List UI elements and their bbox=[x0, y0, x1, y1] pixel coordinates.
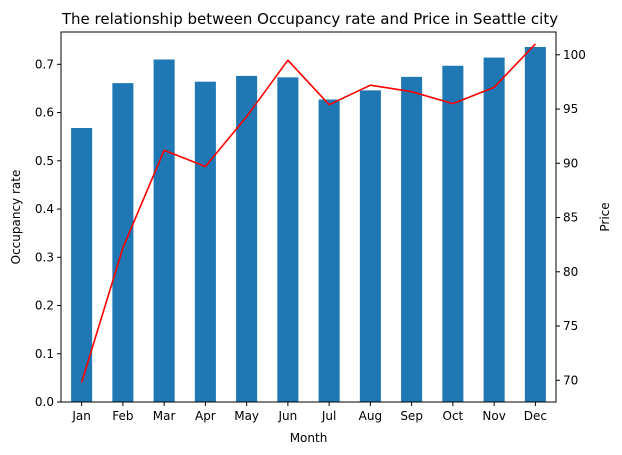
bar-sep bbox=[401, 76, 423, 403]
bar-jul bbox=[318, 99, 340, 402]
bar-jan bbox=[71, 127, 93, 403]
bar-aug bbox=[359, 90, 381, 403]
x-tick-label: Aug bbox=[359, 409, 382, 423]
y2-tick-label: 85 bbox=[563, 211, 578, 225]
y-tick-label: 0.2 bbox=[35, 299, 54, 313]
x-tick-label: Feb bbox=[112, 409, 133, 423]
y2-tick-label: 75 bbox=[563, 319, 578, 333]
y-tick-label: 0.1 bbox=[35, 347, 54, 361]
axes: Jan Feb Mar Apr May Jun Jul Aug Sep Oct Nov Dec 0.0 0… bbox=[35, 31, 586, 423]
y-tick-label: 0.7 bbox=[35, 57, 54, 71]
x-tick-label: Nov bbox=[482, 409, 505, 423]
plot-frame bbox=[60, 31, 557, 403]
y-tick-label: 0.4 bbox=[35, 202, 54, 216]
bar-apr bbox=[194, 81, 216, 402]
y-tick-label: 0.6 bbox=[35, 106, 54, 120]
x-tick-label: May bbox=[234, 409, 259, 423]
line-series bbox=[80, 43, 536, 383]
y2-axis-label: Price bbox=[598, 202, 612, 231]
bar-may bbox=[236, 75, 258, 402]
bar-feb bbox=[112, 83, 134, 403]
bar-jun bbox=[277, 77, 299, 402]
y-tick-label: 0.3 bbox=[35, 250, 54, 264]
x-tick-label: Sep bbox=[400, 409, 423, 423]
x-tick-label: Jul bbox=[321, 409, 336, 423]
chart-title: The relationship between Occupancy rate … bbox=[61, 10, 558, 28]
y2-tick-label: 70 bbox=[563, 373, 578, 387]
y-tick-label: 0.5 bbox=[35, 154, 54, 168]
bar-series bbox=[71, 46, 546, 403]
x-tick-label: Jan bbox=[71, 409, 91, 423]
bar-oct bbox=[442, 65, 464, 402]
price-line bbox=[80, 43, 536, 383]
x-axis-label: Month bbox=[290, 431, 328, 445]
y2-tick-label: 100 bbox=[563, 48, 586, 62]
y-axis-label: Occupancy rate bbox=[9, 170, 23, 265]
x-tick-label: Jun bbox=[278, 409, 298, 423]
y-tick-label: 0.0 bbox=[35, 395, 54, 409]
x-tick-label: Mar bbox=[153, 409, 176, 423]
x-tick-label: Dec bbox=[524, 409, 547, 423]
bar-nov bbox=[483, 57, 505, 403]
bar-mar bbox=[153, 59, 175, 403]
x-tick-label: Oct bbox=[443, 409, 464, 423]
x-tick-label: Apr bbox=[195, 409, 216, 423]
y2-tick-label: 95 bbox=[563, 102, 578, 116]
y2-tick-label: 90 bbox=[563, 156, 578, 170]
bar-dec bbox=[524, 46, 546, 402]
y2-tick-label: 80 bbox=[563, 265, 578, 279]
